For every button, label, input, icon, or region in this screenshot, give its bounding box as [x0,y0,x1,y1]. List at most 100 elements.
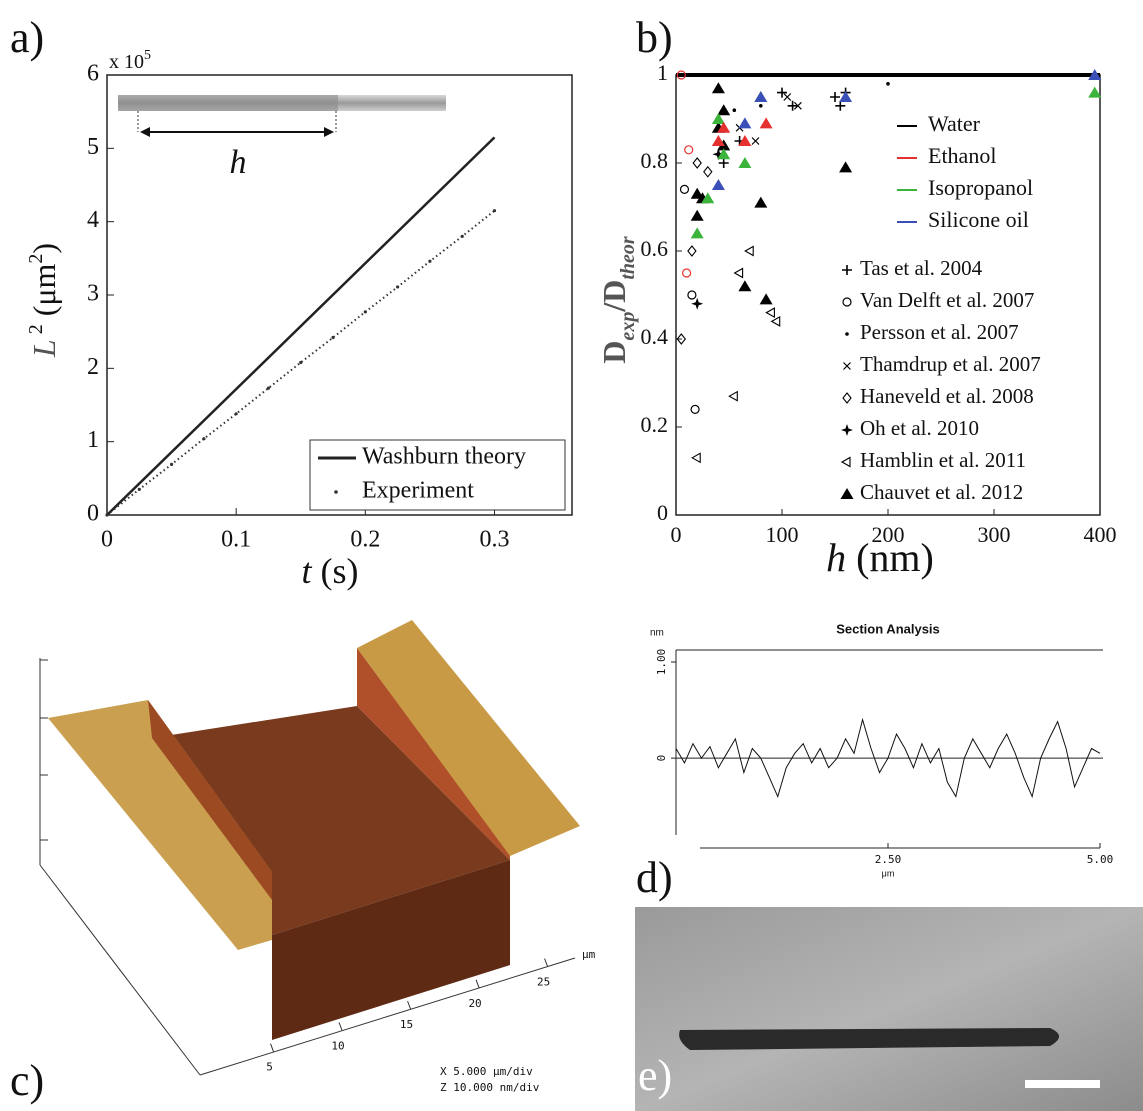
data-point [684,145,694,155]
data-point [703,165,713,178]
panel-label: d) [636,853,673,902]
label-part: L [26,339,62,358]
data-point [770,315,781,327]
data-point [886,81,890,86]
data-point [738,280,752,292]
data-point [711,82,725,94]
theory-line [106,136,496,516]
y-tick-label: 6 [87,61,99,87]
afm-x-tick [338,1022,343,1031]
legend-marker [840,456,851,468]
liquid-fill [118,95,338,111]
data-point [751,137,760,145]
legend-label: Experiment [362,478,474,504]
x-tick-label: 400 [1084,522,1117,547]
data-point [839,161,853,173]
data-point [460,234,464,238]
y-tick-label: 1 [657,60,668,85]
data-point [676,333,687,345]
afm-unit: μm [582,948,596,961]
x-tick-label: 100 [766,522,799,547]
afm-ridge [48,700,272,950]
label-part: theor [617,236,639,280]
label-part: x 10 [109,51,144,73]
data-point [1088,86,1102,98]
y-tick-label: 0.2 [641,412,669,437]
data-point [396,285,400,289]
legend-label: Hamblin et al. 2011 [860,448,1026,472]
legend-label: Persson et al. 2007 [860,320,1019,344]
data-point [738,157,752,168]
data-point [787,100,798,111]
legend-label: Thamdrup et al. 2007 [860,352,1041,376]
sem-image [635,907,1143,1111]
data-point [331,335,335,340]
data-point [202,437,206,441]
x-axis-label: μm [882,868,895,878]
data-point [718,158,729,168]
data-point [701,192,715,204]
data-point [711,135,725,146]
legend-label: Washburn theory [362,444,526,470]
data-point [830,92,840,102]
y-axis-label: Dexp/Dtheor [596,236,638,364]
label-part: /D [596,280,632,313]
data-point [266,386,271,390]
legend-label: Van Delft et al. 2007 [860,288,1034,312]
afm-x-tick-label: 15 [400,1018,413,1031]
x-tick-label: 200 [872,522,905,547]
label-part: 5 [144,48,151,63]
legend-marker [843,362,851,370]
data-point [738,117,752,129]
afm-ticks [40,659,48,841]
y-tick-label: 1 [87,427,99,453]
legend-marker [842,265,852,275]
data-point [682,268,692,278]
legend-marker [845,332,849,336]
y-tick-label: 5 [87,134,99,160]
x-tick-label: 2.50 [875,853,902,866]
data-point [234,412,238,416]
afm-front [272,860,510,1040]
legend-marker [842,297,852,307]
afm-x-tick [544,958,549,967]
afm-x-tick-label: 20 [468,997,481,1010]
y-tick-label: 0 [87,501,99,527]
axis-multiplier: x 105 [109,48,151,73]
data-point [732,108,737,112]
data-point [692,157,702,169]
panel-label: c) [10,1056,44,1105]
label-part: t [301,551,312,591]
data-point [733,267,744,279]
label-part: D [596,341,632,364]
data-point [759,117,773,129]
y-tick-label: 0 [657,500,668,525]
x-tick-label: 0.2 [350,527,380,553]
x-axis-label: h (nm) [826,535,934,580]
data-point [712,148,725,161]
label-part: ) [26,243,62,254]
legend-marker [334,490,338,494]
data-point [492,209,497,213]
afm-x-tick-label: 25 [537,976,550,989]
label-part: 2 [25,254,47,264]
x-tick-label: 0.3 [480,527,510,553]
data-point [711,113,725,124]
sem-channel [679,1028,1059,1050]
data-point [690,404,700,414]
data-point [691,452,701,464]
y-tick-label: 1.00 [655,649,668,676]
data-point [754,91,768,102]
data-point [687,245,697,257]
y-tick-label: 4 [87,207,99,233]
legend-label: Tas et al. 2004 [860,256,983,280]
panel-label: e) [638,1051,672,1100]
label-part: (μm [26,263,62,324]
data-point [717,148,731,160]
legend-box [309,439,566,511]
annotation: h [230,144,247,181]
afm-wall [148,700,272,900]
afm-scale-z: Z 10.000 nm/div [440,1081,540,1094]
